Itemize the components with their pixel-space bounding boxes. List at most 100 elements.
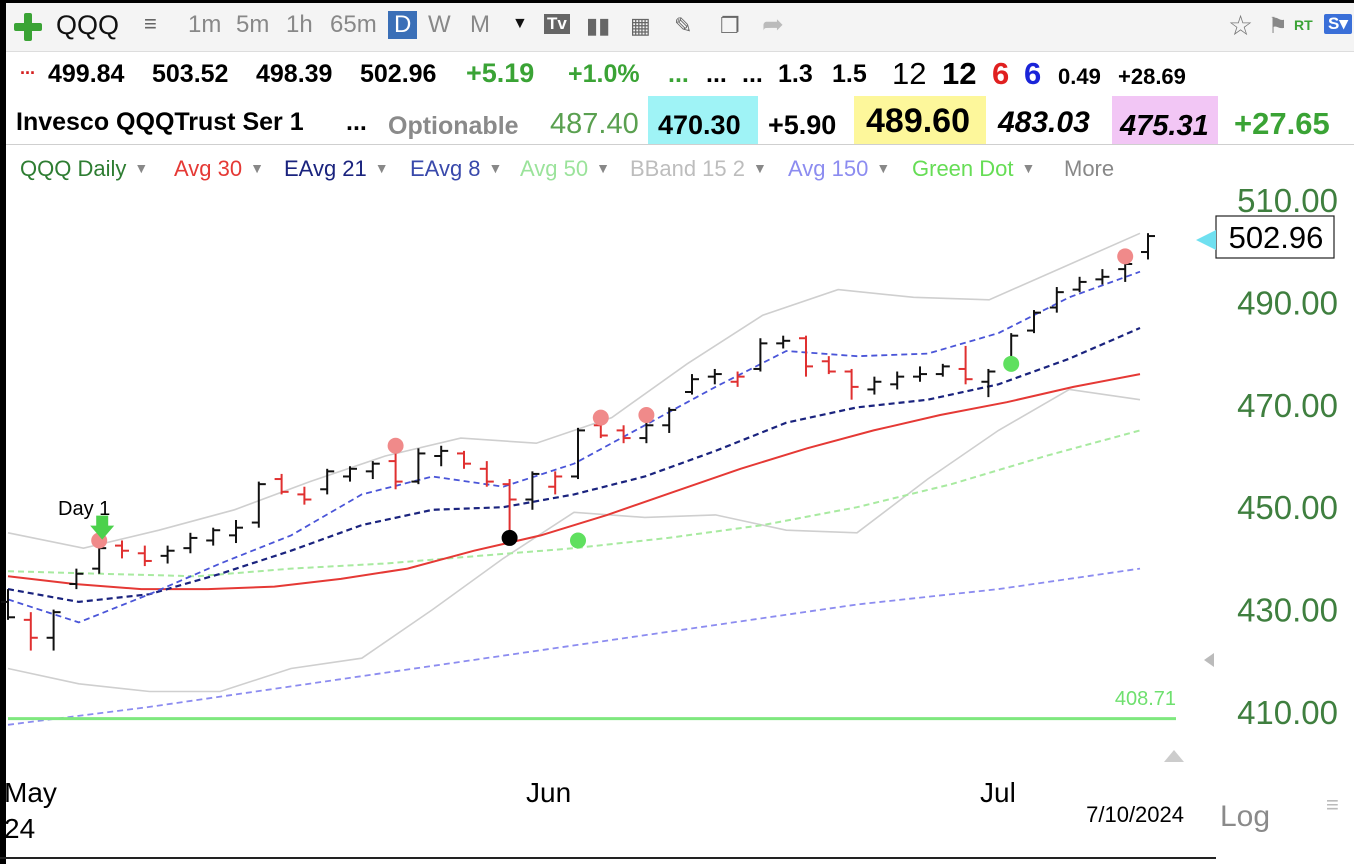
copy-icon[interactable]: ❐ <box>720 13 740 38</box>
study-label: EAvg 21 <box>284 156 367 181</box>
value-12-a: 12 <box>892 56 927 91</box>
tv-icon[interactable]: Tv <box>544 14 570 34</box>
ohlc-bar <box>730 371 745 387</box>
ohlc-bar <box>548 471 563 495</box>
date-axis: May Jun Jul <box>4 777 1016 808</box>
ohlc-bar <box>913 366 927 382</box>
quote-row-1: ... 499.84 503.52 498.39 502.96 +5.19 +1… <box>6 52 1354 96</box>
period-daily[interactable]: D <box>388 11 418 39</box>
last-price-label: 502.96 <box>1229 220 1324 255</box>
ohlc-bar <box>753 338 768 372</box>
dropdown-icon[interactable]: ▼ <box>374 160 389 176</box>
study-eavg-8[interactable]: EAvg 8 ▼ <box>410 156 502 182</box>
price-489-60: 489.60 <box>866 102 970 140</box>
period-monthly[interactable]: M <box>470 11 490 38</box>
price-470-30: 470.30 <box>658 110 741 140</box>
study-avg-150[interactable]: Avg 150 ▼ <box>788 156 890 182</box>
dropdown-icon[interactable]: ▼ <box>876 160 891 176</box>
month-label: May <box>4 777 57 808</box>
dropdown-icon[interactable]: ▼ <box>752 160 767 176</box>
bar-chart-icon[interactable]: ▮▮ <box>586 13 611 38</box>
ohlc-bar <box>160 545 175 564</box>
price-475-31: 475.31 <box>1120 110 1209 142</box>
ohlc-bar <box>137 545 152 567</box>
flag-icon[interactable]: ⚑ <box>1268 13 1288 38</box>
study-green-dot[interactable]: Green Dot ▼ <box>912 156 1035 182</box>
ohlc-bar <box>867 376 882 395</box>
share-icon[interactable]: ➦ <box>762 9 784 39</box>
calculator-icon[interactable]: ▦ <box>630 13 651 38</box>
highlight-pink <box>1112 96 1218 144</box>
study-bband[interactable]: BBand 15 2 ▼ <box>630 156 767 182</box>
price-axis: 510.00 490.00 470.00 450.00 430.00 410.00 <box>1237 182 1338 731</box>
scroll-left-icon[interactable] <box>1204 653 1214 667</box>
ohlc-bar <box>251 481 266 528</box>
green-arrow-marker <box>90 515 115 540</box>
price-tick-label: 430.00 <box>1237 592 1338 629</box>
green-dot-marker <box>570 532 586 549</box>
ellipsis-3: ... <box>742 60 763 88</box>
log-scale-toggle[interactable]: Log <box>1220 800 1270 833</box>
dropdown-icon[interactable]: ▼ <box>1021 160 1036 176</box>
pink-dot-marker <box>638 407 655 424</box>
value-6-red: 6 <box>992 56 1010 91</box>
ohlc-bar <box>388 450 403 490</box>
collapse-icon[interactable] <box>1164 750 1184 762</box>
price-487-40: 487.40 <box>550 108 639 140</box>
ohlc-bar <box>844 368 859 400</box>
avg30-line <box>7 373 1141 591</box>
dropdown-icon[interactable]: ▼ <box>596 160 610 176</box>
price-483-03: 483.03 <box>998 106 1090 139</box>
s-icon[interactable]: S▾ <box>1324 14 1352 34</box>
ohlc-bar <box>1095 269 1110 285</box>
dropdown-icon[interactable]: ▼ <box>512 15 528 32</box>
interval-1m[interactable]: 1m <box>188 11 222 38</box>
period-weekly[interactable]: W <box>428 11 451 38</box>
study-label: EAvg 8 <box>410 156 481 181</box>
month-label: Jun <box>526 777 571 808</box>
interval-5m[interactable]: 5m <box>236 11 270 38</box>
menu-icon[interactable]: ≡ <box>1326 792 1339 817</box>
study-legend: QQQ Daily ▼ Avg 30 ▼ EAvg 21 ▼ EAvg 8 ▼ Avg … <box>6 152 1354 186</box>
ohlc-bar <box>639 420 654 444</box>
avg150-line <box>7 567 1141 726</box>
low-value: 498.39 <box>256 60 333 88</box>
interval-65m[interactable]: 65m <box>330 11 377 38</box>
change-value: +5.19 <box>466 58 535 88</box>
more-button[interactable]: More <box>1064 156 1115 181</box>
dropdown-icon[interactable]: ▼ <box>134 160 149 176</box>
study-label: Avg 150 <box>788 156 869 181</box>
rt-label[interactable]: RT <box>1294 17 1313 33</box>
add-icon[interactable] <box>14 13 42 41</box>
pencil-icon[interactable]: ✎ <box>674 13 693 38</box>
list-icon[interactable]: ≡ <box>144 11 157 36</box>
study-avg-50[interactable]: Avg 50 ▼ <box>520 156 610 182</box>
black-dot-marker <box>501 529 518 546</box>
study-qqq-daily[interactable]: QQQ Daily ▼ <box>20 156 148 182</box>
price-tick-label: 450.00 <box>1237 489 1338 526</box>
ohlc-bar <box>616 425 631 444</box>
pink-dot-marker <box>387 437 404 454</box>
star-icon[interactable]: ☆ <box>1228 10 1254 41</box>
level-line-label: 408.71 <box>1115 688 1176 710</box>
optionable-label: Optionable <box>388 112 519 140</box>
ohlc-bar <box>365 461 380 480</box>
price-tick-label: 490.00 <box>1237 284 1338 321</box>
ohlc-bar <box>821 356 836 375</box>
interval-1h[interactable]: 1h <box>286 11 313 38</box>
study-label: Avg 30 <box>174 156 243 181</box>
symbol-field[interactable]: QQQ <box>56 10 120 40</box>
study-eavg-21[interactable]: EAvg 21 ▼ <box>284 156 389 182</box>
close-value: 502.96 <box>360 60 437 88</box>
bband-lower-line <box>7 388 1141 693</box>
ohlc-bar <box>525 471 540 510</box>
ohlc-bar <box>1141 233 1155 260</box>
dropdown-icon[interactable]: ▼ <box>250 160 264 176</box>
quote-dots: ... <box>20 58 36 78</box>
price-tick-label: 470.00 <box>1237 387 1338 424</box>
study-avg-30[interactable]: Avg 30 ▼ <box>174 156 264 182</box>
dropdown-icon[interactable]: ▼ <box>488 160 503 176</box>
value-28-69: +28.69 <box>1118 64 1186 89</box>
ellipsis-2: ... <box>706 60 727 88</box>
